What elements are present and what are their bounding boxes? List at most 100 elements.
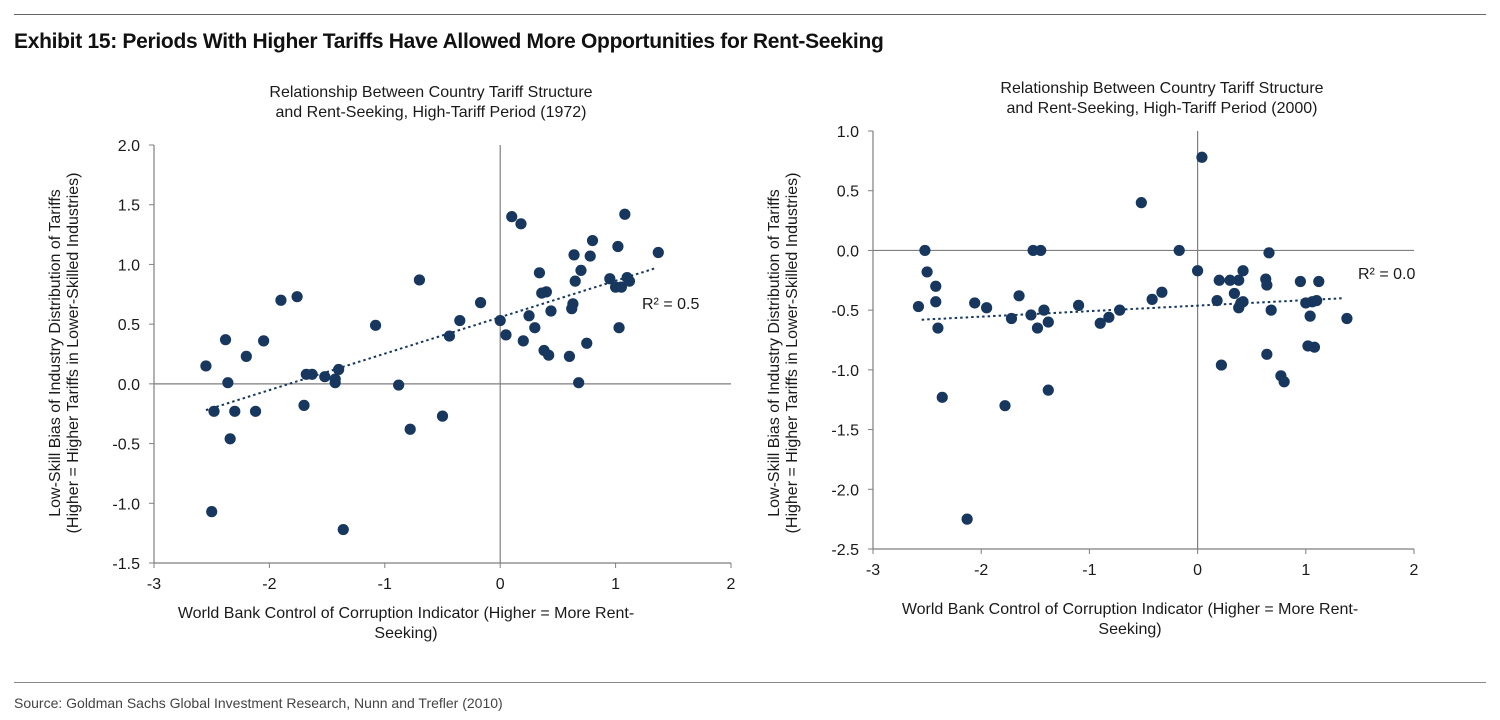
data-point — [224, 433, 236, 445]
data-point — [413, 274, 426, 286]
scatter-chart-1972: Relationship Between Country Tariff Stru… — [47, 84, 736, 642]
data-point — [584, 250, 596, 262]
data-point — [1196, 151, 1208, 163]
y-tick-label: -0.5 — [112, 437, 140, 454]
exhibit-title: Exhibit 15: Periods With Higher Tariffs … — [14, 30, 884, 53]
data-point — [533, 267, 546, 279]
x-tick-label: 2 — [727, 576, 736, 593]
data-point — [404, 423, 416, 435]
chart-title-line: and Rent-Seeking, High-Tariff Period (20… — [1007, 100, 1318, 117]
data-point — [981, 302, 993, 314]
data-point — [1215, 359, 1228, 371]
data-point — [615, 281, 627, 293]
data-point — [999, 400, 1011, 412]
data-point — [523, 310, 535, 322]
data-point — [1261, 348, 1273, 360]
data-point — [930, 280, 942, 292]
data-point — [515, 218, 527, 230]
data-point — [1213, 274, 1225, 286]
data-point — [543, 349, 555, 361]
y-tick-label: 1.5 — [118, 198, 140, 215]
x-tick-label: 1 — [611, 576, 620, 593]
data-point — [1114, 304, 1126, 316]
data-point — [1146, 293, 1158, 305]
y-tick-label: 2.0 — [118, 138, 140, 155]
data-point — [1263, 247, 1275, 259]
y-tick-label: -1.0 — [831, 363, 859, 380]
data-point — [623, 275, 636, 287]
x-tick-label: -2 — [262, 576, 276, 593]
x-axis-label-line: Seeking) — [1098, 621, 1161, 638]
data-point — [1042, 384, 1054, 396]
data-point — [1233, 274, 1245, 286]
data-point — [333, 363, 345, 376]
data-point — [604, 273, 616, 285]
y-tick-label: -2.0 — [831, 482, 859, 499]
data-point — [393, 379, 405, 391]
data-point — [436, 410, 449, 422]
data-point — [563, 350, 576, 362]
data-point — [443, 330, 456, 342]
top-rule — [14, 14, 1486, 15]
data-point — [573, 377, 585, 389]
data-point — [506, 211, 518, 223]
y-axis-label-line: Low-Skill Bias of Industry Distribution … — [766, 189, 783, 517]
data-point — [575, 264, 587, 276]
data-point — [329, 377, 341, 389]
data-point — [222, 377, 234, 389]
r-squared-label: R² = 0.5 — [642, 296, 699, 313]
data-point — [291, 291, 303, 303]
x-tick-label: 0 — [496, 576, 505, 593]
data-point — [258, 335, 270, 347]
data-point — [1094, 317, 1106, 329]
data-point — [568, 249, 580, 261]
data-point — [1237, 296, 1249, 308]
y-tick-label: 0.5 — [118, 317, 140, 334]
data-point — [1025, 309, 1037, 321]
data-point — [1304, 310, 1316, 322]
data-point — [1031, 322, 1044, 334]
data-point — [1211, 294, 1223, 307]
data-point — [1294, 275, 1306, 288]
data-point — [569, 275, 581, 287]
x-axis-label: World Bank Control of Corruption Indicat… — [902, 601, 1358, 638]
data-point — [1173, 244, 1185, 257]
data-point — [369, 319, 382, 331]
data-point — [586, 234, 599, 247]
data-point — [1308, 341, 1321, 353]
chart-title-line: Relationship Between Country Tariff Stru… — [269, 84, 592, 101]
x-tick-label: -2 — [974, 562, 988, 579]
y-tick-label: 1.0 — [118, 257, 140, 274]
data-point — [1265, 304, 1277, 316]
trendline — [205, 267, 657, 412]
data-point — [200, 360, 212, 372]
y-tick-label: -1.0 — [112, 496, 140, 513]
y-axis-label: Low-Skill Bias of Industry Distribution … — [766, 173, 801, 534]
data-point — [1072, 299, 1085, 311]
data-point — [936, 391, 948, 403]
data-point — [545, 305, 557, 317]
data-point — [1341, 312, 1353, 325]
data-point — [567, 298, 579, 310]
data-point — [454, 314, 466, 327]
data-point — [517, 335, 529, 347]
data-point — [494, 314, 506, 327]
data-point — [1042, 316, 1054, 328]
data-point — [206, 506, 218, 518]
data-point — [619, 208, 631, 220]
data-point — [1156, 286, 1168, 298]
data-point — [240, 350, 252, 362]
x-tick-label: 2 — [1410, 562, 1419, 579]
x-axis-label-line: Seeking) — [374, 625, 437, 642]
data-point — [1135, 197, 1147, 209]
data-point — [1224, 274, 1236, 286]
data-point — [1005, 312, 1018, 325]
data-point — [612, 240, 624, 253]
data-point — [969, 297, 981, 309]
y-tick-label: 0.0 — [118, 377, 140, 394]
data-point — [529, 322, 541, 334]
y-tick-label: 0.0 — [837, 243, 859, 260]
data-point — [930, 296, 942, 308]
data-point — [1013, 290, 1025, 302]
data-point — [1278, 376, 1290, 388]
